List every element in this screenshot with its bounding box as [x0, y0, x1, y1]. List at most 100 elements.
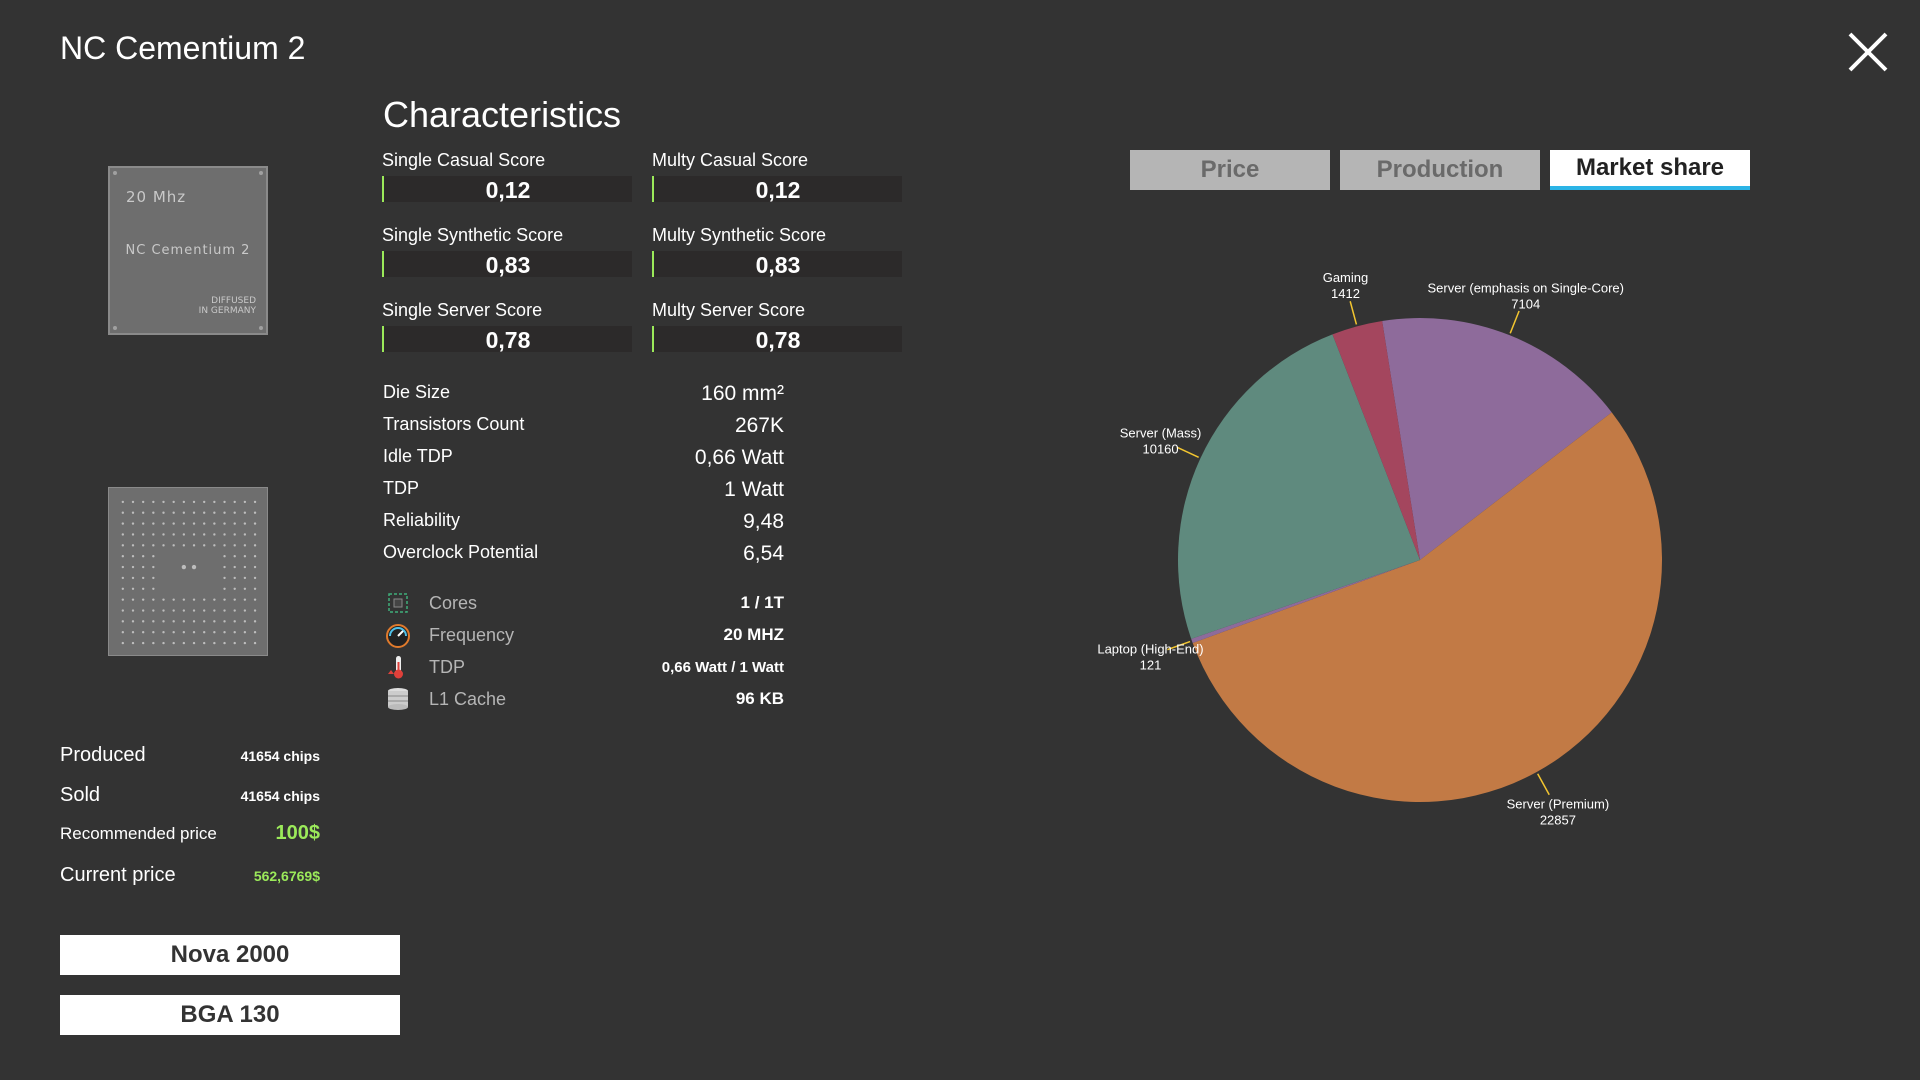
sold-label: Sold: [60, 784, 101, 806]
recommended-price-row: Recommended price 100$: [60, 822, 320, 845]
spec-label: Idle TDP: [383, 446, 453, 466]
spec-die-size: Die Size 160 mm²: [383, 382, 784, 406]
score-value: 0,78: [485, 327, 531, 353]
chip-back-image: [108, 487, 268, 656]
spec-label: Transistors Count: [383, 414, 525, 434]
score-label: Multy Server Score: [652, 300, 806, 320]
chip-front-image: 20 Mhz NC Cementium 2 DIFFUSED IN GERMANY: [108, 166, 268, 335]
produced-value: 41654 chips: [240, 747, 320, 764]
spec-value: 9,48: [743, 510, 784, 533]
pie-slice-value: 1412: [1331, 286, 1360, 301]
score-single-casual: Single Casual Score 0,12: [382, 150, 632, 203]
sold-value: 41654 chips: [240, 787, 320, 804]
score-value: 0,83: [755, 252, 801, 278]
score-bar: 0,78: [652, 326, 902, 353]
cpu-core-icon: [388, 593, 408, 613]
chip-origin-label: DIFFUSED IN GERMANY: [198, 296, 256, 316]
current-price-value: 562,6769$: [253, 867, 320, 884]
spec-value: 6,54: [743, 542, 784, 565]
pie-slice-label: Server (Mass): [1120, 426, 1202, 441]
pie-leader-line: [1167, 640, 1191, 651]
spec-value: 267K: [734, 414, 784, 437]
score-multy-server: Multy Server Score 0,78: [652, 300, 902, 353]
chip-frequency-label: 20 Mhz: [126, 188, 187, 206]
spec-overclock: Overclock Potential 6,54: [383, 542, 784, 566]
feature-tdp: TDP 0,66 Watt / 1 Watt: [385, 653, 784, 681]
score-bar: 0,83: [382, 251, 632, 278]
close-icon[interactable]: [1846, 30, 1890, 74]
pie-slice-label: Server (Premium): [1507, 797, 1610, 812]
pie-slice-label: Server (emphasis on Single-Core): [1427, 280, 1624, 295]
pie-slice-value: 22857: [1540, 813, 1576, 828]
pie-slice-label: Laptop (High-End): [1097, 642, 1203, 657]
spec-value: 1 Watt: [724, 478, 784, 501]
score-bar: 0,12: [382, 176, 632, 203]
pie-leader-line: [1176, 446, 1199, 458]
score-label: Multy Casual Score: [652, 150, 809, 170]
feature-value: 1 / 1T: [740, 593, 784, 612]
recommended-price-label: Recommended price: [60, 823, 217, 843]
spec-label: TDP: [383, 478, 419, 498]
tab-market-share[interactable]: Market share: [1550, 150, 1750, 190]
pie-slice-value: 10160: [1142, 442, 1178, 457]
pie-slice-value: 7104: [1511, 296, 1540, 311]
recommended-price-value: 100$: [275, 822, 321, 844]
produced-row: Produced 41654 chips: [60, 744, 320, 767]
sold-row: Sold 41654 chips: [60, 784, 320, 807]
spec-label: Die Size: [383, 382, 451, 402]
pie-slice-label: Gaming: [1323, 270, 1369, 285]
page-title: NC Cementium 2: [60, 30, 306, 66]
score-value: 0,83: [485, 252, 531, 278]
feature-value: 20 MHZ: [723, 625, 784, 644]
score-value: 0,12: [485, 177, 531, 203]
feature-value: 96 KB: [735, 689, 784, 708]
pie-slice: [1382, 318, 1612, 560]
tab-price[interactable]: Price: [1130, 150, 1330, 190]
pie-slice: [1332, 320, 1420, 560]
feature-label: Frequency: [429, 624, 515, 645]
feature-l1-cache: L1 Cache 96 KB: [385, 685, 784, 713]
spec-tdp: TDP 1 Watt: [383, 478, 784, 502]
pie-slice: [1178, 334, 1420, 639]
package-button[interactable]: BGA 130: [60, 995, 400, 1035]
produced-label: Produced: [60, 744, 146, 766]
database-icon: [388, 688, 408, 710]
feature-label: TDP: [429, 656, 465, 677]
pie-slice: [1192, 412, 1662, 803]
feature-label: L1 Cache: [429, 688, 507, 709]
score-bar: 0,78: [382, 326, 632, 353]
tab-production[interactable]: Production: [1340, 150, 1540, 190]
feature-value: 0,66 Watt / 1 Watt: [661, 658, 784, 676]
spec-transistors: Transistors Count 267K: [383, 414, 784, 438]
current-price-row: Current price 562,6769$: [60, 864, 320, 887]
chip-name-label: NC Cementium 2: [125, 243, 251, 258]
characteristics-title: Characteristics: [383, 94, 622, 135]
score-value: 0,12: [755, 177, 801, 203]
spec-value: 0,66 Watt: [694, 446, 784, 469]
spec-label: Reliability: [383, 510, 461, 530]
pie-leader-line: [1509, 310, 1520, 334]
pie-slice: [1191, 560, 1420, 643]
market-share-pie-chart: Server (emphasis on Single-Core)7104 Serv…: [1097, 270, 1662, 828]
score-single-server: Single Server Score 0,78: [382, 300, 632, 353]
speedometer-icon: [386, 624, 410, 648]
feature-label: Cores: [429, 592, 478, 613]
spec-idle-tdp: Idle TDP 0,66 Watt: [383, 446, 784, 470]
feature-cores: Cores 1 / 1T: [385, 589, 784, 617]
score-single-synthetic: Single Synthetic Score 0,83: [382, 225, 632, 278]
pie-slice-value: 121: [1140, 658, 1162, 673]
socket-button[interactable]: Nova 2000: [60, 935, 400, 975]
score-label: Single Synthetic Score: [382, 225, 564, 245]
pie-leader-line: [1537, 773, 1550, 796]
pie-leader-line: [1349, 301, 1358, 325]
spec-reliability: Reliability 9,48: [383, 510, 784, 534]
score-bar: 0,12: [652, 176, 902, 203]
score-label: Single Casual Score: [382, 150, 546, 170]
spec-label: Overclock Potential: [383, 542, 539, 562]
score-label: Single Server Score: [382, 300, 543, 320]
spec-value: 160 mm²: [701, 382, 784, 405]
score-bar: 0,83: [652, 251, 902, 278]
score-label: Multy Synthetic Score: [652, 225, 827, 245]
current-price-label: Current price: [60, 864, 176, 886]
feature-frequency: Frequency 20 MHZ: [385, 621, 784, 649]
